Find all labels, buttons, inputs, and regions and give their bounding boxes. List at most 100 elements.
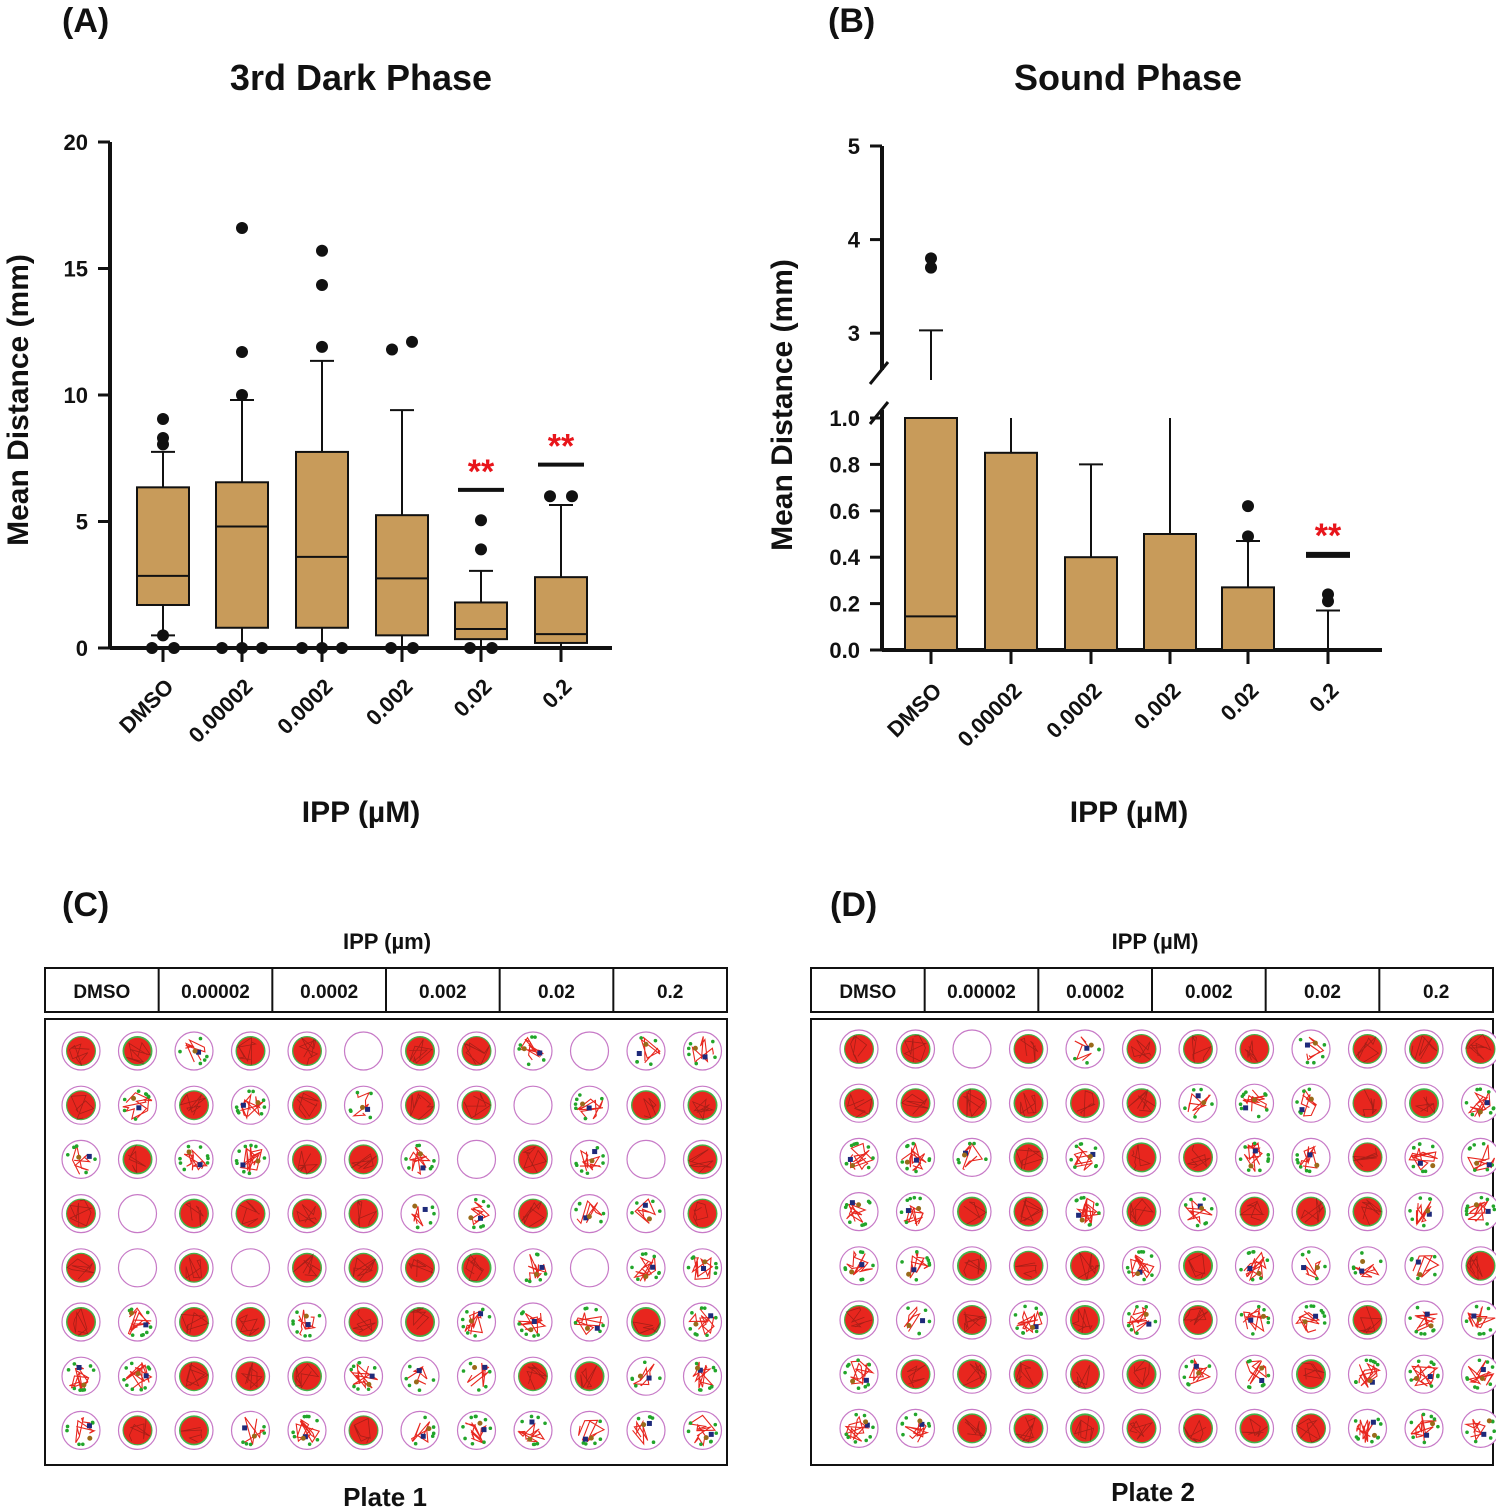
trace-dot — [1420, 1169, 1425, 1174]
trace-dot — [1417, 1142, 1422, 1146]
well — [1404, 1354, 1444, 1394]
well — [343, 1193, 384, 1234]
panel-a-label: (A) — [62, 2, 109, 40]
well — [1291, 1300, 1331, 1340]
trace-path — [180, 1312, 210, 1335]
end-marker — [302, 1434, 308, 1440]
outlier-point — [486, 642, 498, 654]
trace-dot — [1305, 1060, 1310, 1065]
end-marker — [1471, 1313, 1477, 1319]
trace-dot — [1184, 1364, 1189, 1369]
trace-dot — [251, 1089, 255, 1094]
trace-dot — [636, 1416, 641, 1421]
well — [1347, 1137, 1388, 1178]
well — [1008, 1354, 1049, 1394]
activity-core — [236, 1362, 265, 1391]
trace-dot — [866, 1382, 871, 1387]
trace-path — [526, 1364, 548, 1391]
well-outline — [1065, 1137, 1105, 1178]
trace-dot — [84, 1170, 88, 1175]
end-marker — [1426, 1211, 1432, 1217]
trace-dot — [1210, 1102, 1214, 1106]
activity-core — [1466, 1252, 1495, 1280]
trace-dot — [182, 1167, 187, 1172]
start-marker — [534, 1271, 540, 1277]
trace-dot — [461, 1369, 466, 1373]
trace-dot — [1322, 1043, 1327, 1047]
trace-dot — [428, 1221, 433, 1225]
well — [1008, 1246, 1049, 1286]
end-marker — [1243, 1105, 1249, 1111]
trace-dot — [1256, 1304, 1261, 1309]
trace-dot — [1465, 1376, 1469, 1380]
end-marker — [1299, 1107, 1305, 1113]
start-marker — [359, 1104, 365, 1110]
trace-path — [1075, 1197, 1102, 1225]
trace-dot — [139, 1387, 144, 1392]
trace-dot — [262, 1424, 266, 1429]
trace-dot — [1323, 1264, 1327, 1269]
trace-dot — [198, 1061, 203, 1066]
trace-dot — [146, 1365, 150, 1369]
trace-dot — [186, 1144, 191, 1149]
start-marker — [637, 1373, 643, 1379]
trace-path — [964, 1418, 985, 1439]
trace-dot — [1416, 1359, 1421, 1364]
trace-path — [1073, 1146, 1093, 1171]
trace-dot — [927, 1319, 932, 1324]
end-marker — [1090, 1151, 1096, 1157]
activity-core — [1354, 1198, 1381, 1226]
significance-stars: ** — [468, 453, 495, 491]
trace-dot — [1247, 1250, 1252, 1255]
trace-dot — [543, 1272, 548, 1276]
trace-path — [1238, 1200, 1265, 1221]
bar-4 — [1221, 500, 1275, 651]
trace-dot — [688, 1421, 693, 1425]
trace-dot — [1079, 1142, 1084, 1146]
well — [1121, 1029, 1162, 1069]
trace-dot — [295, 1310, 299, 1315]
trace-dot — [654, 1275, 658, 1280]
plate-2-header: IPP (µM) — [1112, 929, 1199, 954]
start-marker — [1259, 1365, 1265, 1371]
start-marker — [76, 1154, 82, 1160]
start-marker — [528, 1327, 534, 1333]
activity-core — [1240, 1197, 1269, 1226]
trace-dot — [926, 1258, 931, 1263]
trace-path — [1467, 1306, 1496, 1329]
trace-dot — [1246, 1385, 1251, 1389]
trace-dot — [477, 1388, 481, 1392]
trace-dot — [66, 1368, 71, 1372]
well — [400, 1139, 440, 1180]
well — [456, 1085, 497, 1125]
well — [1404, 1408, 1444, 1449]
end-marker — [642, 1202, 648, 1208]
well — [1291, 1408, 1331, 1449]
trace-path — [1019, 1037, 1039, 1063]
trace-dot — [368, 1115, 373, 1120]
trace-dot — [1082, 1195, 1086, 1200]
well — [839, 1137, 879, 1178]
well — [952, 1300, 992, 1340]
dose-column-label: 0.002 — [1185, 982, 1233, 1003]
trace-dot — [259, 1112, 264, 1116]
end-marker — [1424, 1311, 1430, 1317]
start-marker — [472, 1365, 478, 1371]
trace-dot — [248, 1442, 253, 1447]
start-marker — [81, 1382, 87, 1388]
trace-path — [691, 1256, 714, 1280]
well — [1121, 1191, 1162, 1232]
trace-dot — [431, 1378, 436, 1382]
trace-dot — [468, 1361, 473, 1366]
trace-path — [1410, 1414, 1437, 1442]
trace-dot — [430, 1164, 434, 1169]
trace-dot — [369, 1091, 373, 1096]
trace-dot — [247, 1171, 252, 1176]
trace-dot — [1125, 1265, 1130, 1270]
trace-path — [963, 1254, 985, 1277]
well — [569, 1356, 610, 1396]
trace-dot — [1039, 1311, 1043, 1316]
trace-dot — [972, 1141, 976, 1146]
well — [895, 1246, 936, 1286]
trace-dot — [1488, 1328, 1493, 1332]
